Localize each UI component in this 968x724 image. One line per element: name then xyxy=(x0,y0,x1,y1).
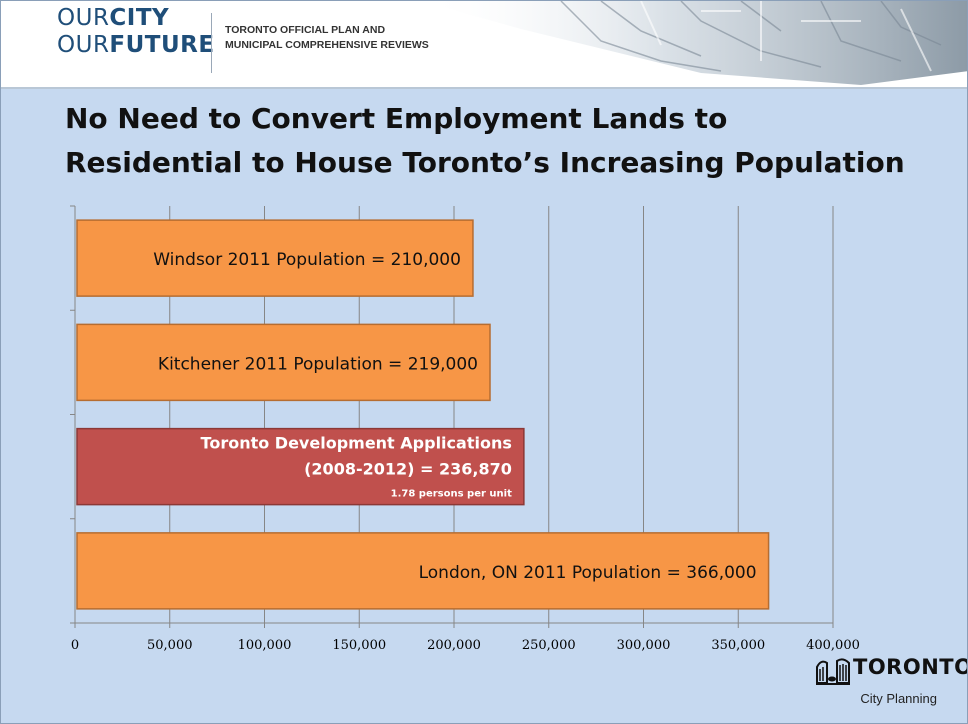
x-tick-label: 100,000 xyxy=(238,638,292,653)
logo-wordmark: TORONTO xyxy=(853,655,968,679)
bar-data-label: (2008-2012) = 236,870 xyxy=(304,460,512,479)
header-banner: OURCITY OURFUTURE TORONTO OFFICIAL PLAN … xyxy=(1,1,967,89)
logo-subtitle: City Planning xyxy=(860,691,937,706)
slide-title-line-2: Residential to House Toronto’s Increasin… xyxy=(65,146,905,179)
brand-our-2: OUR xyxy=(57,32,110,58)
brand-our-1: OUR xyxy=(57,5,110,31)
bar-population xyxy=(76,532,770,610)
brand-future: FUTURE xyxy=(109,32,215,58)
header-subtitle-line-2: MUNICIPAL COMPREHENSIVE REVIEWS xyxy=(225,39,429,51)
x-tick-label: 200,000 xyxy=(427,638,481,653)
header-subtitle: TORONTO OFFICIAL PLAN AND MUNICIPAL COMP… xyxy=(225,23,505,53)
slide-title-line-1: No Need to Convert Employment Lands to xyxy=(65,102,728,135)
header-cityscape-graphic xyxy=(1,1,967,89)
bar-toronto-applications xyxy=(76,427,525,506)
x-tick-label: 300,000 xyxy=(617,638,671,653)
bar-data-label: London, ON 2011 Population = 366,000 xyxy=(419,563,757,583)
x-tick-label: 350,000 xyxy=(711,638,765,653)
header-subtitle-line-1: TORONTO OFFICIAL PLAN AND xyxy=(225,24,386,36)
bar-population xyxy=(76,219,474,297)
toronto-city-planning-logo: TORONTO City Planning xyxy=(813,655,967,721)
x-tick-label: 50,000 xyxy=(147,638,193,653)
bar-data-label: Windsor 2011 Population = 210,000 xyxy=(153,250,461,270)
header-divider xyxy=(211,13,212,73)
brand-logo: OURCITY OURFUTURE xyxy=(57,7,215,61)
bar-data-label: Kitchener 2011 Population = 219,000 xyxy=(158,354,478,374)
slide-title: No Need to Convert Employment Lands to R… xyxy=(65,97,925,185)
bar-population xyxy=(76,323,491,402)
brand-line-our-future: OURFUTURE xyxy=(57,34,215,61)
brand-city: CITY xyxy=(109,5,170,31)
x-tick-label: 400,000 xyxy=(806,638,860,653)
x-tick-label: 0 xyxy=(71,638,79,653)
bar-data-label: Toronto Development Applications xyxy=(201,434,512,453)
brand-line-our-city: OURCITY xyxy=(57,7,215,34)
x-tick-label: 250,000 xyxy=(522,638,576,653)
x-tick-label: 150,000 xyxy=(332,638,386,653)
toronto-city-hall-icon xyxy=(816,658,850,685)
bar-note-label: 1.78 persons per unit xyxy=(391,489,512,500)
